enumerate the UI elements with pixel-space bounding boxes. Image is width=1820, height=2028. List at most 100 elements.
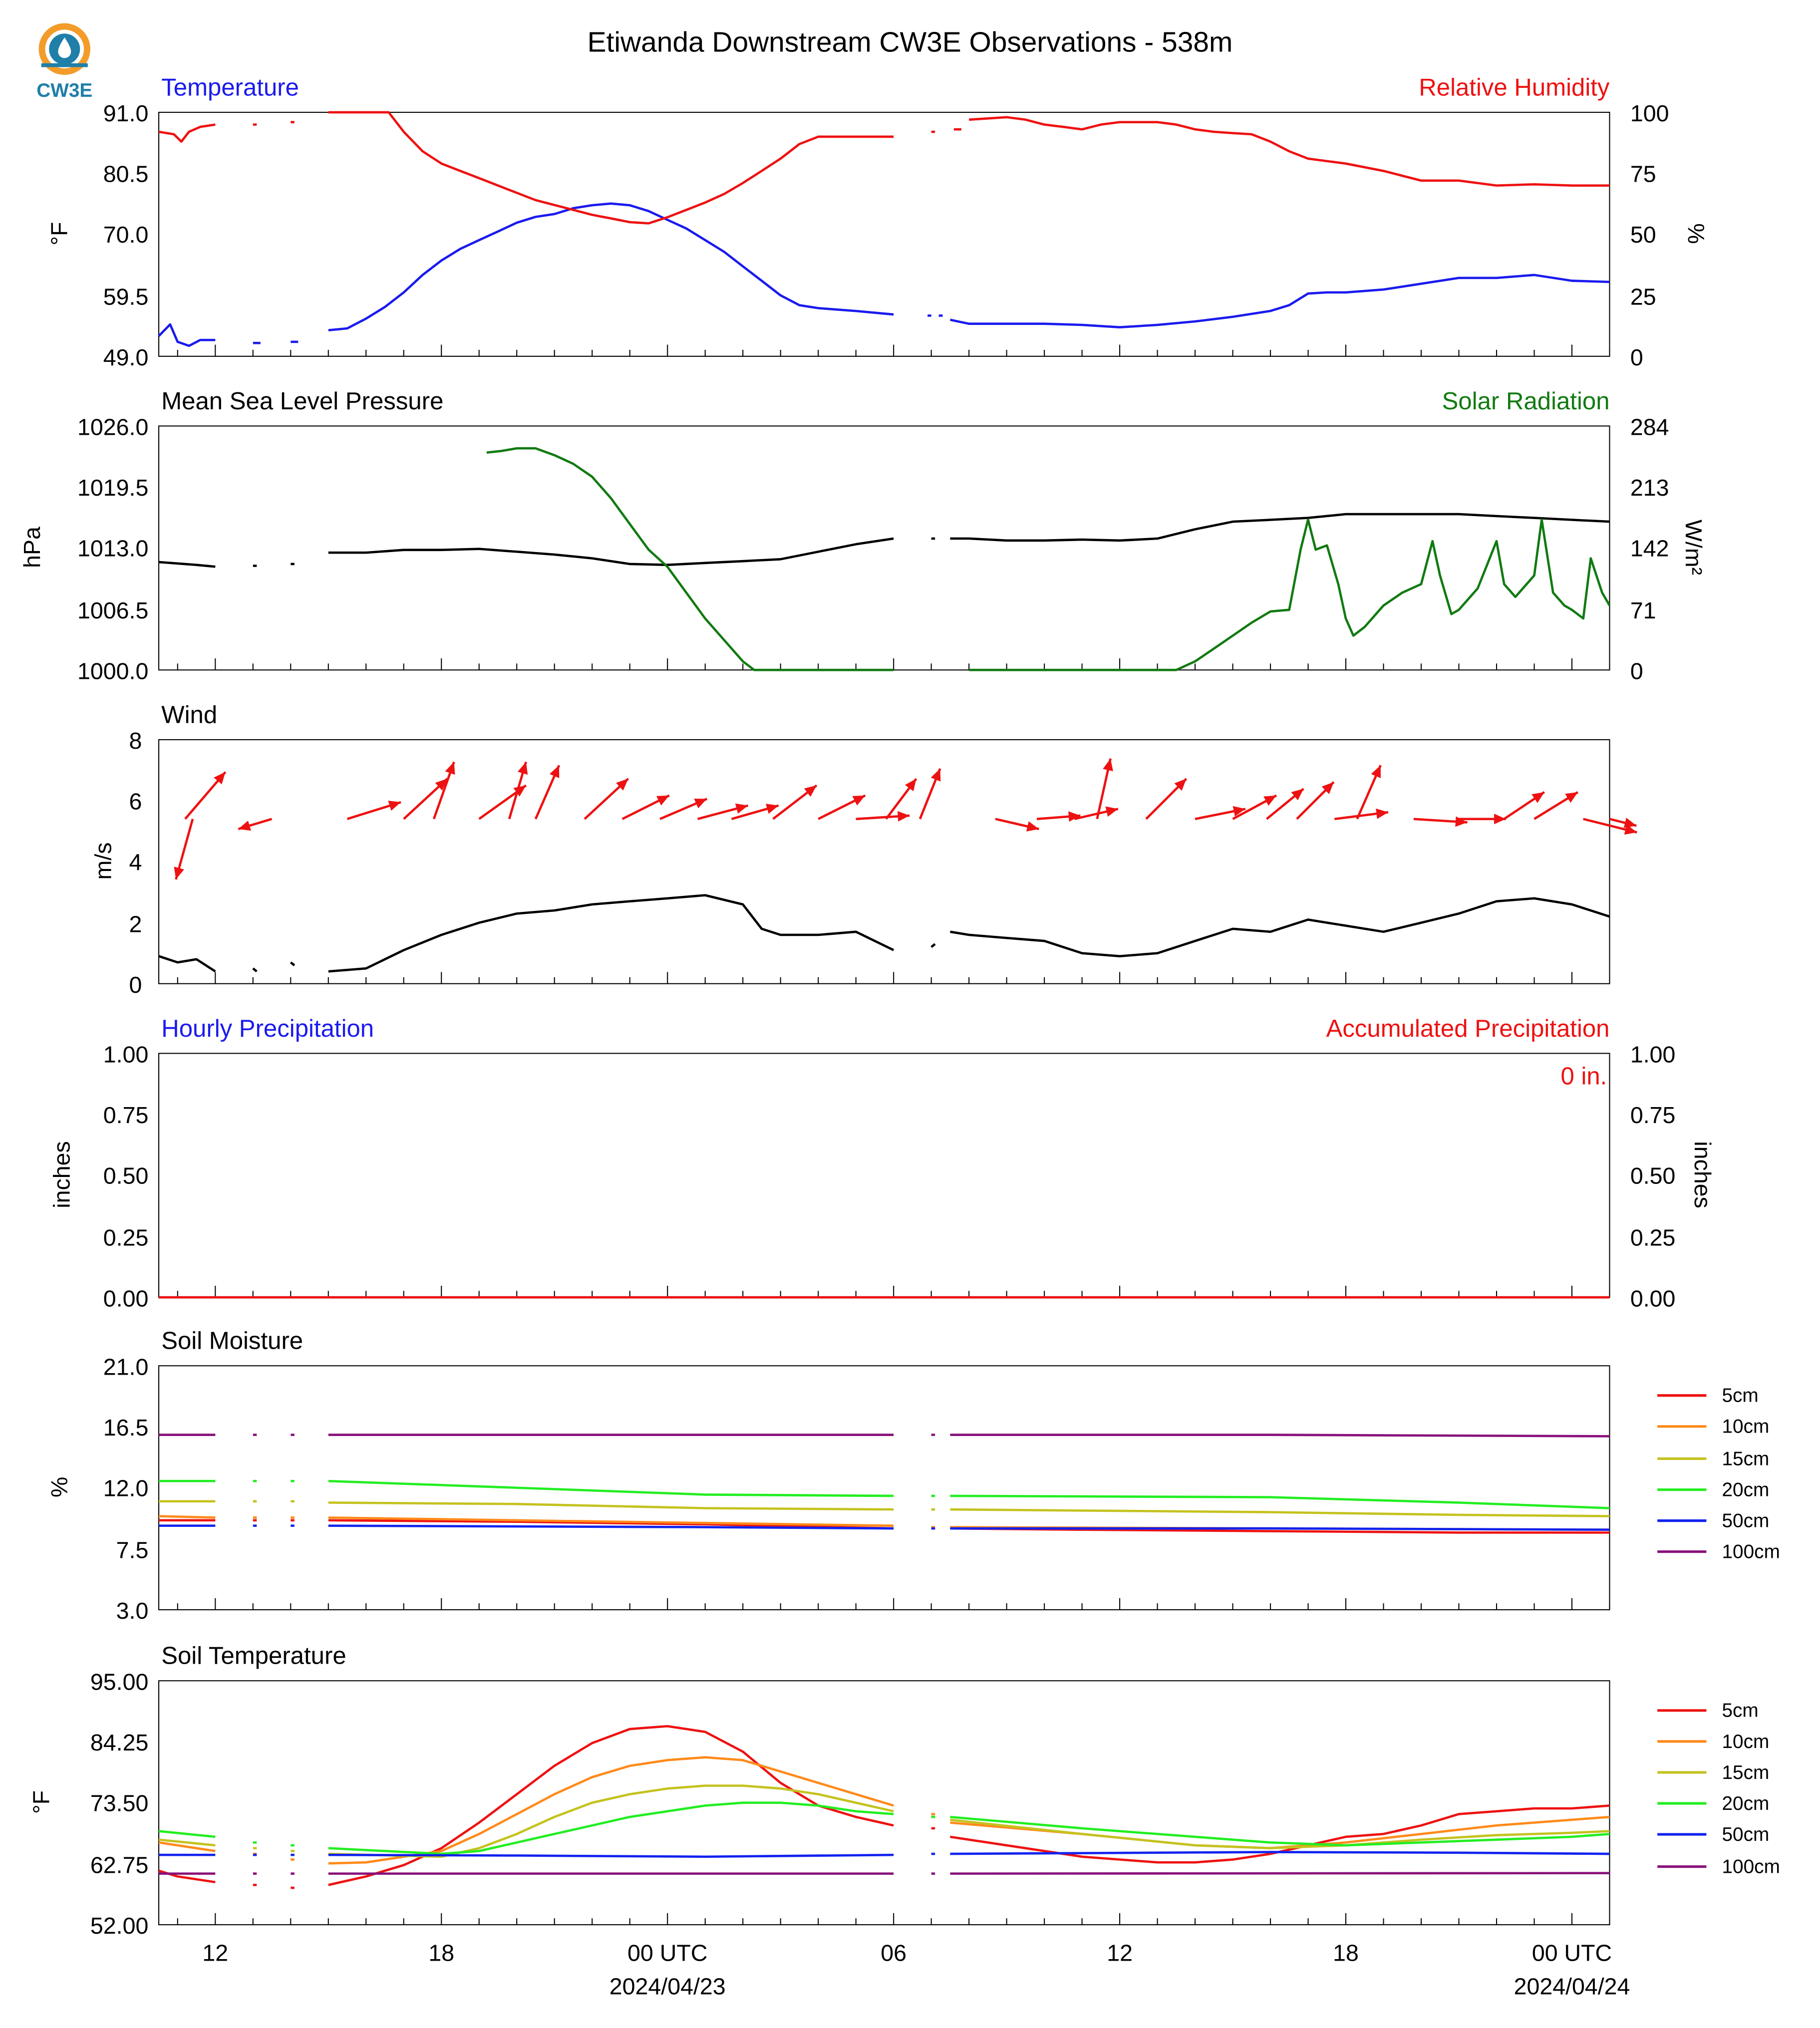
legend-label-15cm: 15cm xyxy=(1722,1762,1769,1783)
panel-temperature-frame xyxy=(158,111,1610,357)
wind-arrow xyxy=(918,768,941,820)
hourly-precipitation-title: Hourly Precipitation xyxy=(161,1015,374,1042)
soil-moisture-tick-label: 7.5 xyxy=(116,1537,149,1563)
data-series xyxy=(158,111,1611,1889)
wind-arrow xyxy=(1096,758,1113,820)
legend-label-50cm: 50cm xyxy=(1722,1824,1769,1845)
wind-arrow xyxy=(508,761,528,820)
wind-arrow-head xyxy=(1068,811,1081,822)
pressure-tick-label: 1019.5 xyxy=(77,475,148,501)
wind-arrow-head xyxy=(930,768,941,782)
wind-arrow-head xyxy=(1494,814,1506,825)
wind-tick-label: 4 xyxy=(129,849,142,875)
humidity-tick-label: 25 xyxy=(1630,284,1656,309)
accum-precip-tick-label: 0.25 xyxy=(1630,1225,1676,1251)
logo-text: CW3E xyxy=(36,80,92,101)
series-100cm-soil-moisture-line xyxy=(950,1434,1610,1438)
wind-arrow-head xyxy=(445,762,455,775)
logo-droplet-icon xyxy=(58,37,71,58)
legend-soil-temperature: 5cm 10cm 15cm 20cm 50cm 100cm xyxy=(1657,1700,1780,1878)
wind-arrow xyxy=(856,811,910,822)
soil-temp-tick-label: 84.25 xyxy=(90,1730,148,1755)
accum-precip-tick-label: 0.50 xyxy=(1630,1163,1676,1189)
wind-arrow xyxy=(1296,781,1335,820)
wind-arrow-head xyxy=(1103,758,1113,772)
accumulated-total-annotation: 0 in. xyxy=(1560,1063,1607,1090)
series-15cm-soil-moisture-line xyxy=(950,1508,1610,1517)
humidity-tick-label: 50 xyxy=(1630,222,1656,248)
wind-arrow xyxy=(1413,816,1468,827)
wind-arrow xyxy=(1609,818,1637,828)
wind-arrow xyxy=(1356,765,1382,820)
series-relative-humidity-temperature-relative-humidity-line xyxy=(158,123,216,143)
soil-temp-tick-label: 73.50 xyxy=(90,1790,148,1816)
logo-wave-icon xyxy=(41,63,88,67)
wind-arrow xyxy=(697,803,749,821)
soil-moisture-tick-label: 16.5 xyxy=(103,1415,149,1441)
x-tick-label: 12 xyxy=(202,1940,228,1966)
wind-arrow xyxy=(1074,806,1119,821)
wind-tick-label: 2 xyxy=(129,911,142,937)
wind-arrow xyxy=(432,761,455,820)
wind-title: Wind xyxy=(161,701,217,728)
wind-arrow-head xyxy=(517,762,528,775)
wind-arrow-head xyxy=(1291,789,1304,801)
series-10cm-soil-moisture-line xyxy=(328,1516,894,1527)
series-15cm-soil-temperature-line xyxy=(328,1784,894,1858)
pressure-tick-label: 1006.5 xyxy=(77,597,148,623)
soil-temperature-title: Soil Temperature xyxy=(161,1643,346,1670)
series-20cm-soil-moisture-line xyxy=(950,1494,1610,1509)
wind-arrow-head xyxy=(656,795,669,806)
wind-arrow-head xyxy=(735,803,748,814)
wind-arrow xyxy=(346,801,401,821)
temperature-tick-label: 70.0 xyxy=(103,222,149,248)
x-tick-labels: 12 18 00 UTC 2024/04/23 06 12 18 00 UTC 2024/04/… xyxy=(202,1940,1630,2000)
temperature-tick-label: 59.5 xyxy=(103,284,149,309)
wind-arrow-head xyxy=(616,779,628,791)
series-mean-sea-level-pressure-mean-sea-level-pressure-solar-radiation-line xyxy=(950,513,1610,542)
wind-arrow xyxy=(621,794,670,820)
relative-humidity-title: Relative Humidity xyxy=(1419,74,1610,101)
panel-temperature: Temperature Relative Humidity 91.0 80.5 … xyxy=(46,74,1709,370)
panel-soil-temperature: Soil Temperature 95.00 84.25 73.50 62.75… xyxy=(28,1643,1610,1939)
wind-arrow-head xyxy=(214,772,226,785)
wind-tick-label: 6 xyxy=(129,789,142,815)
wind-arrow-head xyxy=(1623,818,1637,828)
accum-precip-tick-label: 1.00 xyxy=(1630,1041,1676,1067)
series-50cm-soil-temperature-line xyxy=(328,1853,894,1858)
wind-arrow-head xyxy=(766,804,779,814)
series-50cm-soil-moisture-line xyxy=(328,1524,894,1530)
wind-arrow xyxy=(1266,788,1304,820)
temperature-axis-label: °F xyxy=(46,222,72,246)
precip-tick-label: 0.00 xyxy=(103,1285,149,1311)
wind-tick-label: 8 xyxy=(129,728,142,754)
panel-wind: Wind 8 6 4 2 0 m/s xyxy=(90,701,1610,998)
wind-arrow-head xyxy=(804,785,817,797)
soil-moisture-tick-label: 3.0 xyxy=(116,1598,149,1624)
wind-arrow xyxy=(174,819,194,880)
humidity-tick-label: 100 xyxy=(1630,100,1669,126)
wind-arrow xyxy=(1232,794,1277,820)
cw3e-logo: CW3E xyxy=(36,23,92,101)
precip-tick-label: 0.50 xyxy=(103,1163,149,1189)
accumulated-precipitation-title: Accumulated Precipitation xyxy=(1326,1015,1610,1042)
panel-soil-temperature-frame xyxy=(158,1680,1610,1926)
pressure-title: Mean Sea Level Pressure xyxy=(161,388,443,415)
temperature-tick-label: 91.0 xyxy=(103,100,149,126)
x-tick-label: 06 xyxy=(881,1940,907,1966)
wind-arrow xyxy=(238,818,273,831)
panel-wind-frame xyxy=(158,739,1610,984)
precip-tick-label: 0.75 xyxy=(103,1102,149,1128)
wind-arrow-head xyxy=(1232,806,1245,817)
wind-arrow xyxy=(1195,806,1246,821)
soil-temp-axis-label: °F xyxy=(28,1790,54,1814)
wind-arrows xyxy=(174,758,1637,880)
humidity-tick-label: 75 xyxy=(1630,161,1656,187)
series-20cm-soil-temperature-line xyxy=(950,1815,1610,1847)
wind-arrow-head xyxy=(1455,816,1468,827)
series-15cm-soil-temperature-line xyxy=(158,1838,216,1847)
wind-arrow-head xyxy=(1105,806,1118,817)
humidity-tick-label: 0 xyxy=(1630,344,1643,370)
wind-arrow xyxy=(818,794,866,820)
